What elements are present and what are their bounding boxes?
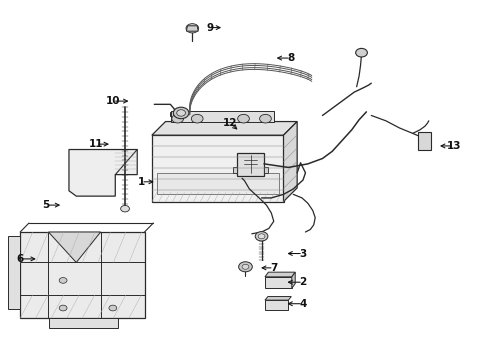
- Polygon shape: [237, 153, 264, 176]
- Circle shape: [237, 114, 249, 123]
- Text: 6: 6: [17, 254, 24, 264]
- Text: 12: 12: [222, 118, 237, 128]
- Circle shape: [173, 107, 188, 119]
- Text: 2: 2: [299, 277, 306, 287]
- Polygon shape: [152, 135, 283, 202]
- Polygon shape: [8, 235, 20, 309]
- Text: 8: 8: [286, 53, 294, 63]
- Polygon shape: [186, 26, 198, 31]
- Text: 5: 5: [42, 200, 50, 210]
- Polygon shape: [417, 132, 430, 149]
- Polygon shape: [48, 232, 101, 262]
- Polygon shape: [264, 297, 291, 300]
- Text: 3: 3: [299, 248, 306, 258]
- Circle shape: [259, 114, 271, 123]
- Polygon shape: [20, 232, 144, 318]
- Text: 1: 1: [137, 177, 144, 187]
- Polygon shape: [283, 122, 297, 202]
- Circle shape: [176, 110, 185, 116]
- Text: 4: 4: [299, 299, 306, 309]
- Polygon shape: [264, 167, 267, 173]
- Polygon shape: [69, 149, 137, 196]
- Circle shape: [191, 114, 203, 123]
- Circle shape: [185, 24, 198, 33]
- Circle shape: [59, 278, 67, 283]
- Circle shape: [255, 231, 267, 241]
- Text: 11: 11: [88, 139, 103, 149]
- Polygon shape: [264, 272, 295, 277]
- Circle shape: [59, 305, 67, 311]
- Polygon shape: [291, 272, 295, 288]
- Bar: [157, 173, 278, 194]
- Circle shape: [238, 262, 252, 272]
- Polygon shape: [49, 318, 118, 328]
- Polygon shape: [170, 112, 209, 116]
- Circle shape: [258, 234, 264, 239]
- Text: 10: 10: [105, 96, 120, 106]
- Polygon shape: [264, 277, 291, 288]
- Circle shape: [121, 206, 129, 212]
- Text: 7: 7: [269, 263, 277, 273]
- Polygon shape: [233, 167, 237, 173]
- Polygon shape: [171, 111, 273, 122]
- Text: 9: 9: [206, 23, 213, 33]
- Polygon shape: [152, 122, 297, 135]
- Circle shape: [242, 264, 248, 269]
- Text: 13: 13: [446, 141, 461, 151]
- Polygon shape: [264, 300, 288, 310]
- Circle shape: [355, 48, 366, 57]
- Circle shape: [109, 305, 117, 311]
- Circle shape: [171, 114, 183, 123]
